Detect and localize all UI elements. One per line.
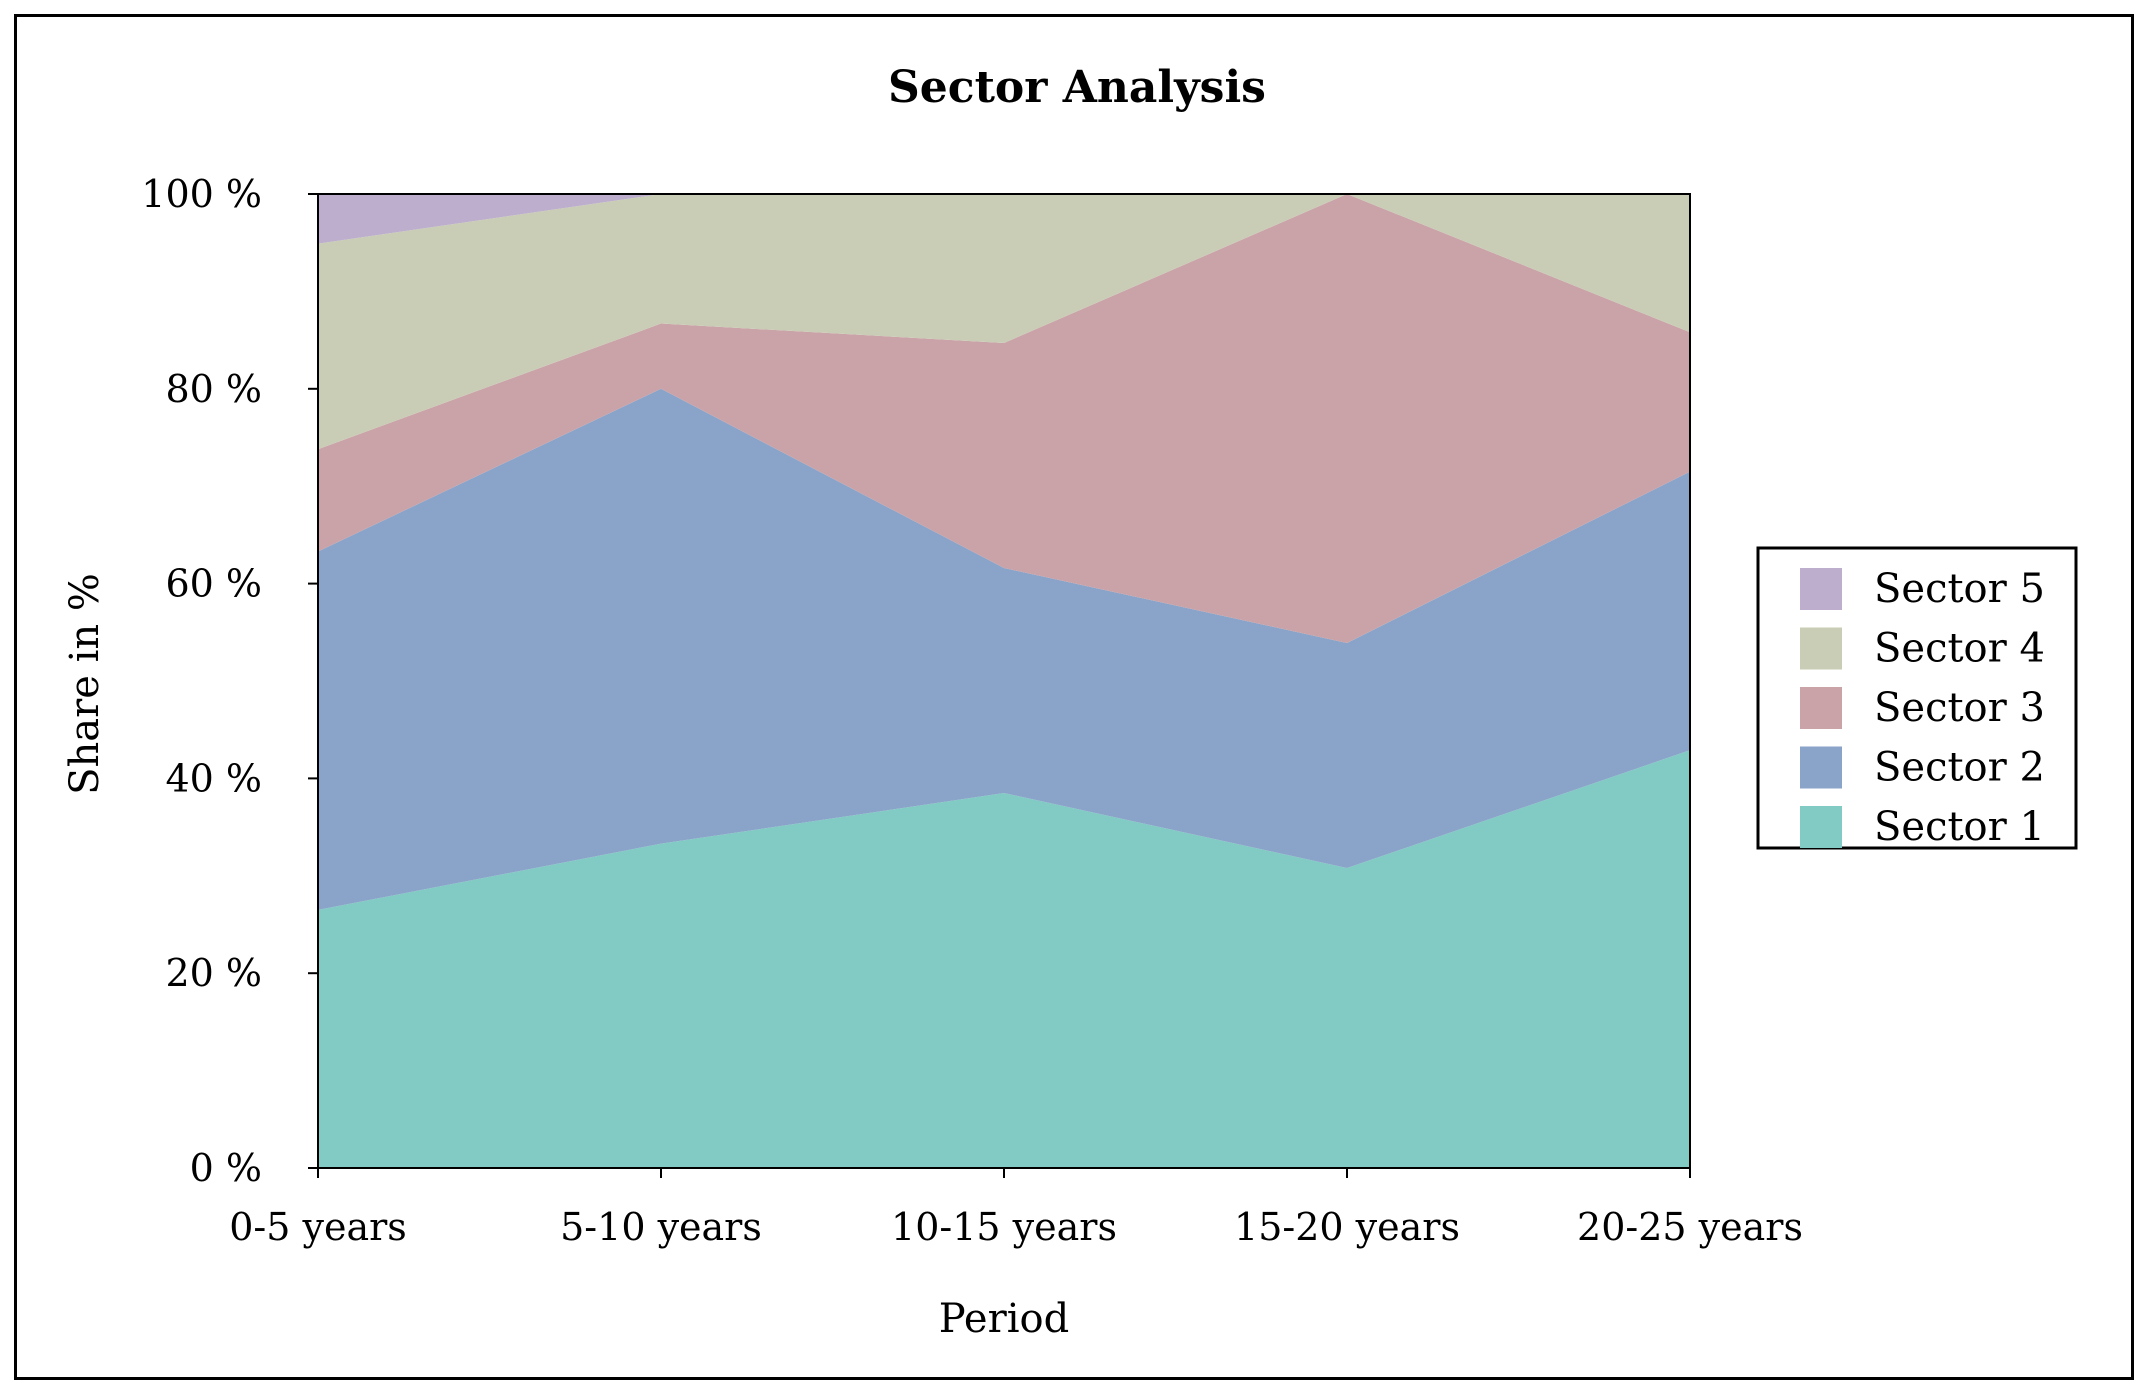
legend-label-sector-2: Sector 2: [1874, 745, 2045, 791]
x-tick-label: 0-5 years: [229, 1205, 407, 1249]
y-tick-label: 80 %: [165, 367, 262, 411]
legend-label-sector-5: Sector 5: [1874, 566, 2045, 612]
legend-swatch-sector-1: [1800, 806, 1842, 848]
y-tick-label: 0 %: [190, 1146, 262, 1190]
chart-title: Sector Analysis: [888, 62, 1266, 113]
legend-swatch-sector-3: [1800, 687, 1842, 729]
y-tick-label: 40 %: [165, 756, 262, 800]
x-tick-label: 20-25 years: [1577, 1205, 1803, 1249]
x-axis-label: Period: [939, 1296, 1069, 1342]
x-tick-label: 5-10 years: [560, 1205, 762, 1249]
area-sector-2: [318, 388, 1690, 910]
x-tick-label: 10-15 years: [891, 1205, 1117, 1249]
y-tick-label: 100 %: [141, 172, 262, 216]
legend-label-sector-3: Sector 3: [1874, 685, 2045, 731]
legend: Sector 5 Sector 4 Sector 3 Sector 2 Sector 1: [1756, 546, 2078, 850]
legend-label-sector-1: Sector 1: [1874, 804, 2045, 850]
legend-swatch-sector-2: [1800, 746, 1842, 789]
y-axis-label: Share in %: [62, 573, 108, 795]
legend-label-sector-4: Sector 4: [1874, 626, 2045, 672]
y-tick-label: 60 %: [165, 562, 262, 606]
area-layers: [318, 194, 1690, 1168]
x-tick-label: 15-20 years: [1234, 1205, 1460, 1249]
legend-swatch-sector-5: [1800, 568, 1842, 610]
area-sector-4: [318, 194, 1690, 450]
area-sector-5: [318, 194, 1690, 244]
area-sector-3: [318, 194, 1690, 644]
x-axis: 0-5 years 5-10 years 10-15 years 15-20 year…: [229, 1168, 1803, 1249]
area-sector-1: [318, 750, 1690, 1168]
y-tick-label: 20 %: [165, 951, 262, 995]
y-axis: 0 % 20 % 40 % 60 % 80 % 100 %: [141, 172, 318, 1190]
legend-swatch-sector-4: [1800, 627, 1842, 670]
